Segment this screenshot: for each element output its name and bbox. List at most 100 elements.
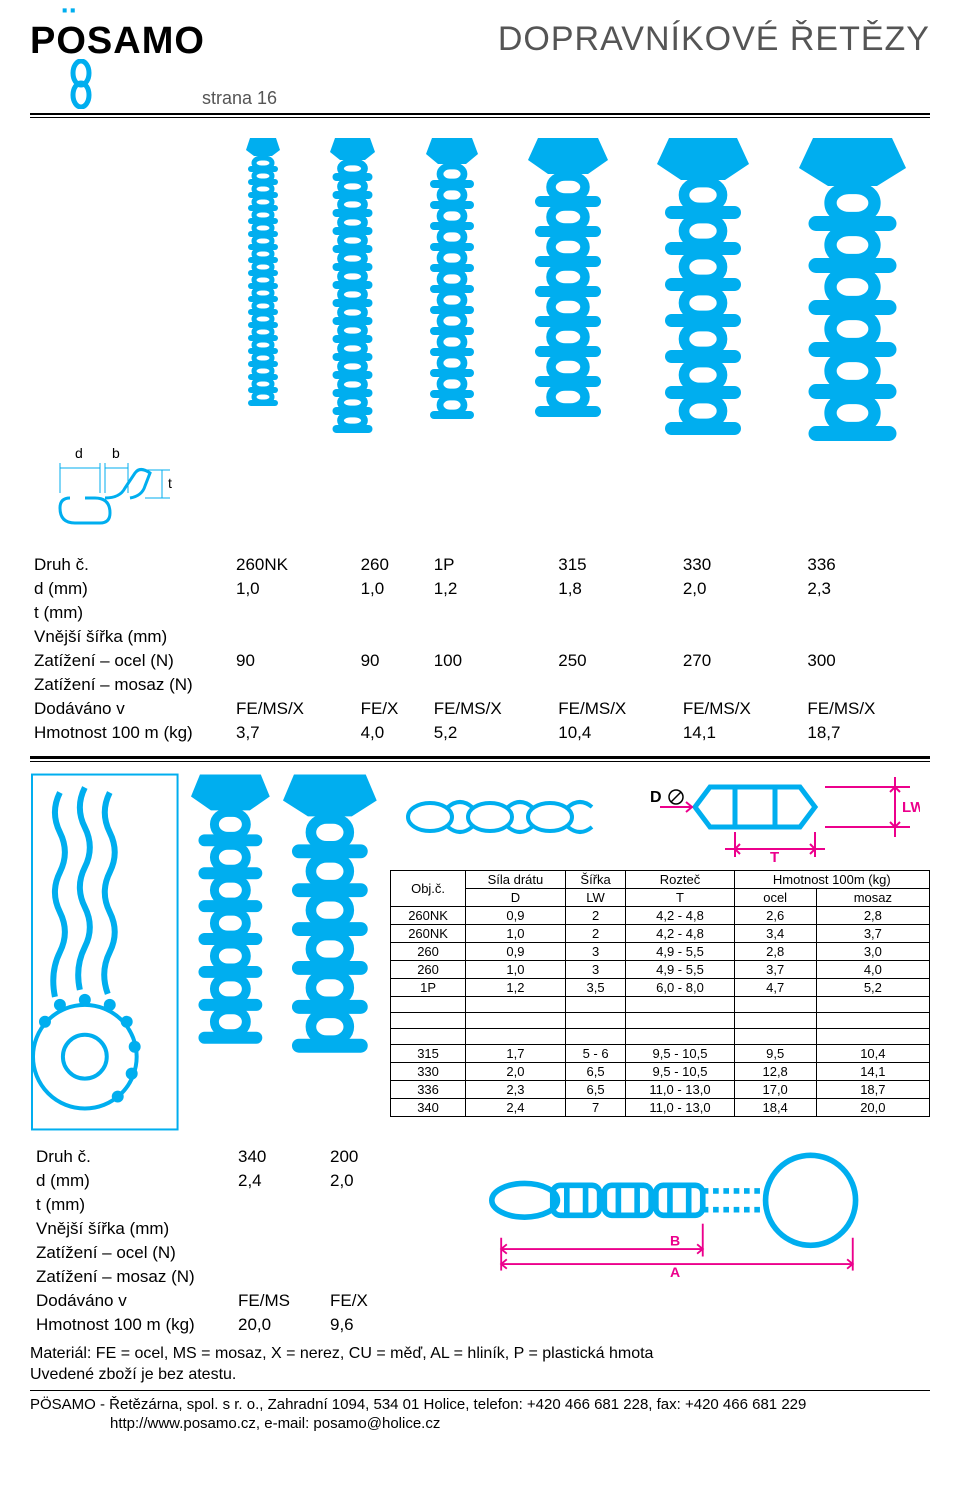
cell (626, 997, 734, 1013)
cell: FE/MS/X (805, 698, 928, 720)
table-row: 2601,034,9 - 5,53,74,0 (391, 961, 930, 979)
cell (816, 1013, 929, 1029)
cell (466, 1029, 566, 1045)
cell (234, 674, 357, 696)
cell (432, 626, 555, 648)
logo-suffix: SAMO (87, 20, 205, 63)
table-row-empty (391, 997, 930, 1013)
cell: 6,0 - 8,0 (626, 979, 734, 997)
cell (734, 1029, 816, 1045)
bottom-section: Druh č.340200d (mm)2,42,0t (mm)Vnější ší… (30, 1144, 930, 1338)
cell (816, 1029, 929, 1045)
cell: 3,0 (816, 943, 929, 961)
mid-right: D LW T Obj.č. Síla drátu Šířka Rozteč Hm… (390, 772, 930, 1117)
table-row-empty (391, 1013, 930, 1029)
cell (234, 1242, 324, 1264)
divider (30, 1390, 930, 1391)
cell (432, 602, 555, 624)
th-mosaz: mosaz (816, 889, 929, 907)
row-label: Zatížení – mosaz (N) (32, 1266, 232, 1288)
cell: 4,2 - 4,8 (626, 907, 734, 925)
cell (466, 997, 566, 1013)
cell: 260 (391, 961, 466, 979)
cell: 20,0 (234, 1314, 324, 1336)
cell: FE/X (326, 1290, 416, 1312)
table-row: 2600,934,9 - 5,52,83,0 (391, 943, 930, 961)
svg-text:D: D (650, 789, 662, 806)
cell: 100 (432, 650, 555, 672)
table-row: Hmotnost 100 m (kg)20,09,6 (32, 1314, 416, 1336)
cell: 90 (234, 650, 357, 672)
cell (234, 1218, 324, 1240)
cell (681, 626, 804, 648)
dimension-diagram: d b t (50, 428, 200, 538)
cell: 1P (391, 979, 466, 997)
table-row: Zatížení – mosaz (N) (32, 674, 928, 696)
cell (391, 1029, 466, 1045)
spec-table-1: Druh č.260NK2601P315330336d (mm)1,01,01,… (30, 552, 930, 746)
table-row: Druh č.340200 (32, 1146, 416, 1168)
cell (734, 1013, 816, 1029)
th-rozt: Rozteč (626, 871, 734, 889)
cell: 5,2 (816, 979, 929, 997)
table-row: Dodáváno vFE/MSFE/X (32, 1290, 416, 1312)
cell: 3,5 (565, 979, 626, 997)
cell: 1P (432, 554, 555, 576)
cell: 4,0 (816, 961, 929, 979)
row-label: Dodáváno v (32, 698, 232, 720)
cell: 14,1 (681, 722, 804, 744)
cell: 300 (805, 650, 928, 672)
cell: 4,7 (734, 979, 816, 997)
cell (234, 1194, 324, 1216)
cell: 5,2 (432, 722, 555, 744)
table-row: Vnější šířka (mm) (32, 1218, 416, 1240)
cell: 260NK (234, 554, 357, 576)
logo-umlaut: O (56, 20, 87, 63)
table-row-empty (391, 1029, 930, 1045)
cell: 1,0 (466, 925, 566, 943)
cell (626, 1013, 734, 1029)
cell: 14,1 (816, 1063, 929, 1081)
row-label: Hmotnost 100 m (kg) (32, 722, 232, 744)
table-row: 3402,4711,0 - 13,018,420,0 (391, 1099, 930, 1117)
cell (681, 602, 804, 624)
chain-sprocket-diagram (30, 772, 180, 1132)
table-row: 1P1,23,56,0 - 8,04,75,2 (391, 979, 930, 997)
cell: 330 (681, 554, 804, 576)
table-row: d (mm)2,42,0 (32, 1170, 416, 1192)
mid-illustrations (30, 772, 380, 1132)
divider (30, 761, 930, 762)
material-note: Materiál: FE = ocel, MS = mosaz, X = ner… (30, 1344, 930, 1365)
cell: 20,0 (816, 1099, 929, 1117)
th-ocel: ocel (734, 889, 816, 907)
dimension-diagrams-row: D LW T (390, 772, 930, 862)
cell: 1,2 (432, 578, 555, 600)
cell: 1,7 (466, 1045, 566, 1063)
cell: FE/MS/X (681, 698, 804, 720)
chain-single-2 (280, 772, 380, 1132)
cell: FE/MS (234, 1290, 324, 1312)
table-row: 3151,75 - 69,5 - 10,59,510,4 (391, 1045, 930, 1063)
cell: 10,4 (816, 1045, 929, 1063)
cell: FE/MS/X (556, 698, 679, 720)
row-label: t (mm) (32, 602, 232, 624)
cell: 336 (391, 1081, 466, 1099)
cell (359, 602, 430, 624)
divider (30, 756, 930, 759)
cell: 3 (565, 943, 626, 961)
spec-table-2: Druh č.340200d (mm)2,42,0t (mm)Vnější ší… (30, 1144, 418, 1338)
cell: 9,5 - 10,5 (626, 1045, 734, 1063)
divider (30, 113, 930, 115)
table-row: Dodáváno vFE/MS/XFE/XFE/MS/XFE/MS/XFE/MS… (32, 698, 928, 720)
svg-text:A: A (670, 1264, 680, 1280)
chain-260nk (242, 138, 284, 538)
th-sila: Síla drátu (466, 871, 566, 889)
cell (805, 674, 928, 696)
cell (466, 1013, 566, 1029)
table-row: 260NK1,024,2 - 4,83,43,7 (391, 925, 930, 943)
logo: POSAMO (30, 20, 277, 63)
page-title: DOPRAVNÍKOVÉ ŘETĚZY (498, 20, 930, 59)
cell: 2,4 (234, 1170, 324, 1192)
row-label: Dodáváno v (32, 1290, 232, 1312)
cell: 2,0 (326, 1170, 416, 1192)
